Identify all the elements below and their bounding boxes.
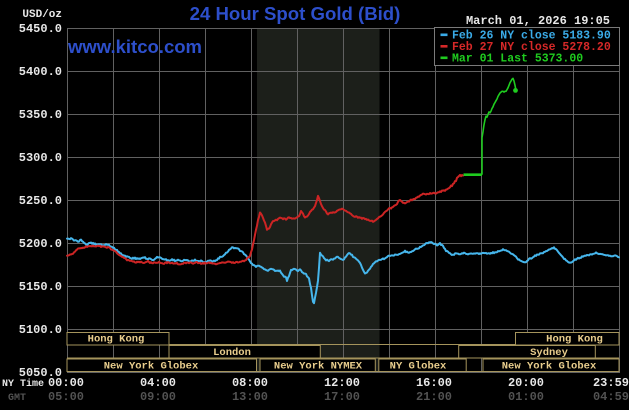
svg-text:08:00: 08:00 [232, 376, 268, 390]
svg-text:20:00: 20:00 [508, 376, 544, 390]
svg-text:New York Globex: New York Globex [104, 361, 199, 373]
svg-text:5250.0: 5250.0 [19, 194, 62, 208]
svg-text:5050.0: 5050.0 [19, 366, 62, 380]
svg-text:Hong Kong: Hong Kong [88, 334, 145, 346]
svg-text:NY Globex: NY Globex [390, 361, 447, 373]
svg-text:24 Hour Spot Gold (Bid): 24 Hour Spot Gold (Bid) [190, 3, 401, 24]
svg-text:5450.0: 5450.0 [19, 22, 62, 36]
svg-text:www.kitco.com: www.kitco.com [67, 36, 202, 57]
svg-text:23:59: 23:59 [593, 376, 629, 390]
svg-text:Feb 26 NY close 5183.90: Feb 26 NY close 5183.90 [452, 30, 611, 43]
svg-text:04:00: 04:00 [140, 376, 176, 390]
svg-text:5400.0: 5400.0 [19, 65, 62, 79]
svg-text:04:59: 04:59 [593, 390, 629, 404]
svg-text:Hong Kong: Hong Kong [546, 334, 603, 346]
svg-text:21:00: 21:00 [416, 390, 452, 404]
svg-text:05:00: 05:00 [48, 390, 84, 404]
svg-text:USD/oz: USD/oz [22, 9, 62, 21]
svg-text:5300.0: 5300.0 [19, 151, 62, 165]
svg-text:London: London [213, 347, 251, 359]
svg-text:5350.0: 5350.0 [19, 108, 62, 122]
svg-text:NY Time: NY Time [2, 378, 44, 390]
svg-text:13:00: 13:00 [232, 390, 268, 404]
svg-text:March 01, 2026 19:05: March 01, 2026 19:05 [466, 14, 610, 28]
svg-text:01:00: 01:00 [508, 390, 544, 404]
svg-text:GMT: GMT [8, 393, 26, 404]
svg-text:12:00: 12:00 [324, 376, 360, 390]
svg-text:5100.0: 5100.0 [19, 323, 62, 337]
svg-text:Mar 01 Last 5373.00: Mar 01 Last 5373.00 [452, 53, 583, 66]
svg-text:New York Globex: New York Globex [502, 361, 597, 373]
svg-text:16:00: 16:00 [416, 376, 452, 390]
svg-text:17:00: 17:00 [324, 390, 360, 404]
svg-text:New York NYMEX: New York NYMEX [274, 361, 363, 373]
svg-text:Feb 27 NY close 5278.20: Feb 27 NY close 5278.20 [452, 41, 611, 54]
svg-text:5150.0: 5150.0 [19, 280, 62, 294]
svg-text:00:00: 00:00 [48, 376, 84, 390]
svg-text:09:00: 09:00 [140, 390, 176, 404]
svg-text:Sydney: Sydney [530, 347, 569, 359]
svg-text:5200.0: 5200.0 [19, 237, 62, 251]
